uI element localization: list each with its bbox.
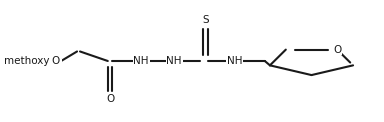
Text: methoxy: methoxy	[16, 56, 61, 66]
Text: O: O	[106, 94, 114, 104]
Text: NH: NH	[227, 56, 242, 66]
Text: NH: NH	[133, 56, 149, 66]
Text: O: O	[52, 56, 60, 66]
Text: methoxy: methoxy	[4, 56, 50, 66]
Text: S: S	[202, 15, 209, 25]
Text: O: O	[333, 45, 341, 55]
Text: NH: NH	[166, 56, 182, 66]
